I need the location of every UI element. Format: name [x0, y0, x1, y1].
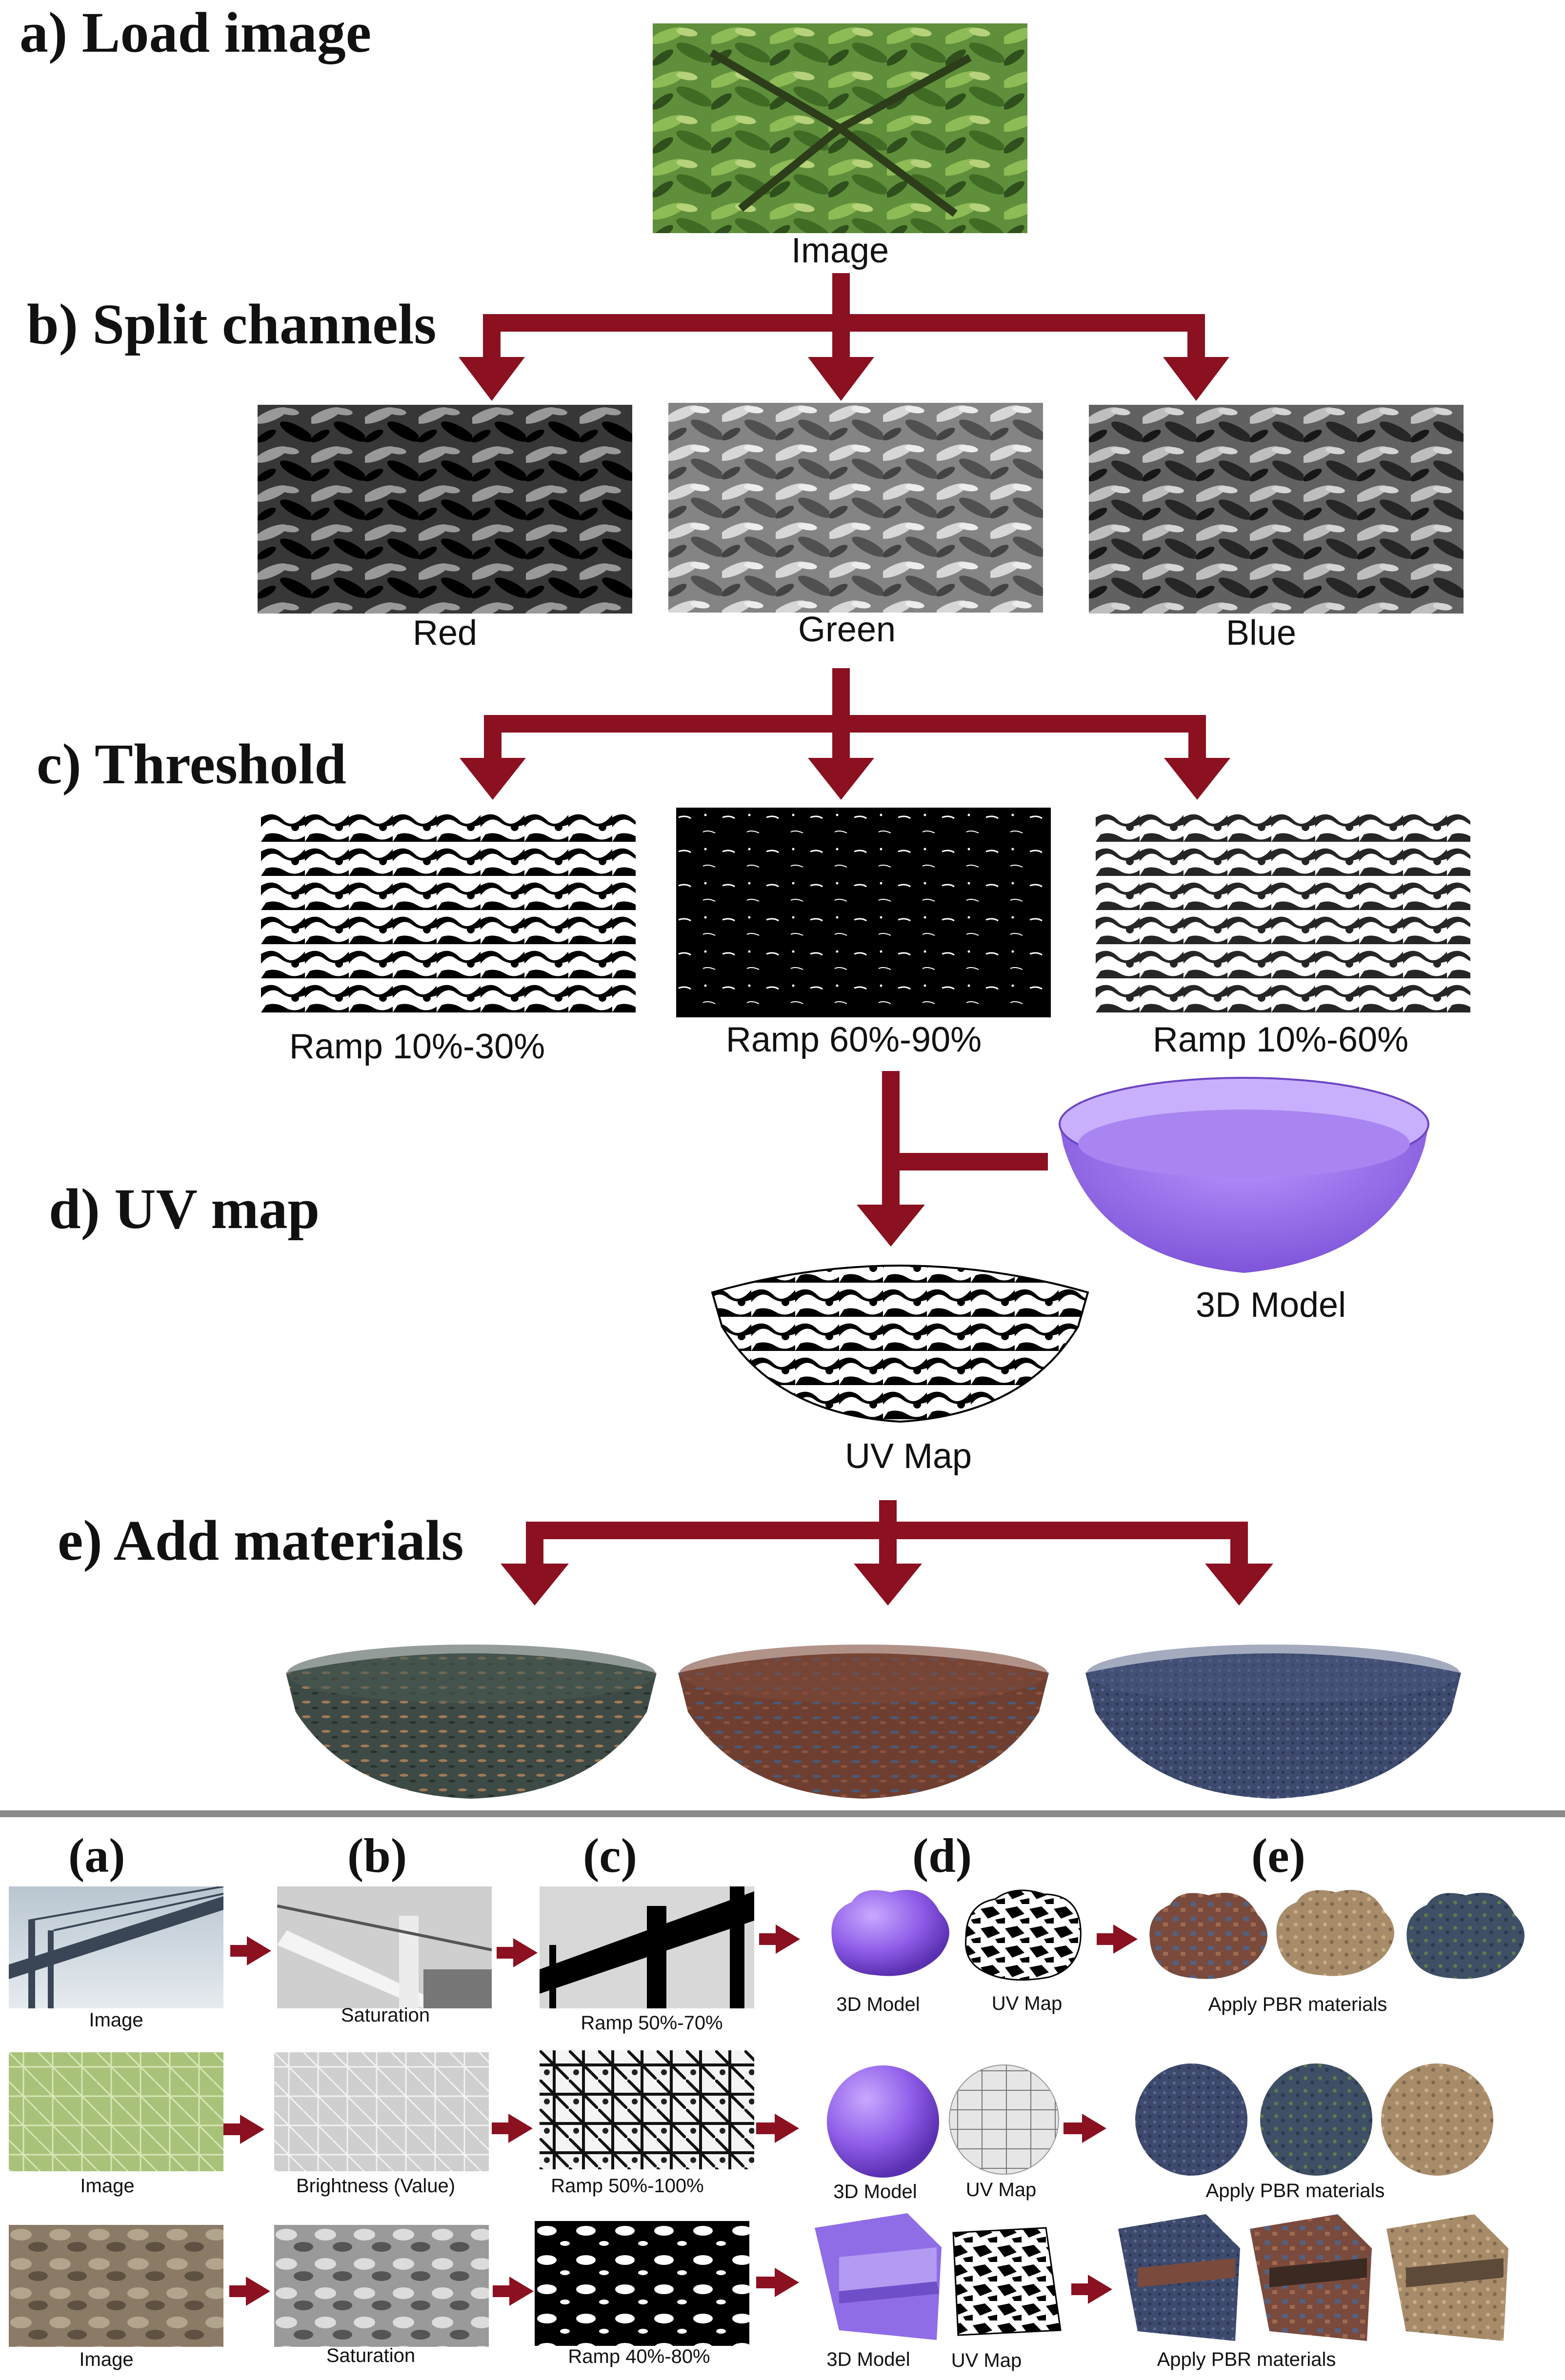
material-bowl-brown: [673, 1639, 1054, 1800]
row3-model-caption: 3D Model: [826, 2349, 910, 2370]
source-image: [653, 23, 1027, 233]
row2-model-caption: 3D Model: [833, 2181, 917, 2202]
column-head-c: (c): [583, 1828, 637, 1883]
row2-filter-image: [274, 2052, 489, 2171]
row3-uv-caption: UV Map: [951, 2350, 1022, 2371]
purple-bowl-model: [1049, 1063, 1439, 1278]
caption-uv-map: UV Map: [844, 1437, 972, 1476]
caption-ramp-10-60: Ramp 10%-60%: [1152, 1020, 1409, 1059]
caption-ramp-60-90: Ramp 60%-90%: [725, 1020, 982, 1059]
row1-ramp-caption: Ramp 50%-70%: [581, 2012, 723, 2034]
row1-model: [818, 1883, 959, 1985]
caption-blue: Blue: [1225, 614, 1297, 653]
column-head-a: (a): [68, 1828, 125, 1883]
row1-filter-image: [277, 1886, 492, 2008]
row2-material-3: [1379, 2061, 1496, 2178]
flow-arrows-top: [459, 273, 1273, 1606]
row2-ramp-caption: Ramp 50%-100%: [551, 2175, 704, 2197]
row2-image: [9, 2052, 223, 2171]
row3-image: [9, 2225, 223, 2347]
column-head-e: (e): [1251, 1828, 1305, 1883]
row3-filter-caption: Saturation: [326, 2345, 416, 2366]
caption-red: Red: [412, 614, 478, 653]
row2-uv: [945, 2061, 1063, 2178]
row1-material-3: [1393, 1885, 1534, 1988]
red-channel-image: [258, 405, 632, 614]
step-a-heading: a) Load image: [20, 0, 372, 64]
threshold-10-30-image: [261, 808, 636, 1017]
row1-uv-caption: UV Map: [991, 1993, 1063, 2014]
column-head-b: (b): [347, 1828, 407, 1883]
row3-ramp-caption: Ramp 40%-80%: [568, 2346, 710, 2367]
row2-materials-caption: Apply PBR materials: [1205, 2180, 1385, 2202]
section-divider: [0, 1810, 1565, 1817]
row2-material-1: [1133, 2061, 1250, 2178]
row1-material-2: [1263, 1883, 1404, 1985]
row3-material-1: [1113, 2209, 1245, 2346]
row3-filter-image: [274, 2225, 489, 2347]
material-bowl-green: [281, 1639, 662, 1800]
row1-ramp-image: [540, 1886, 754, 2008]
row2-filter-caption: Brightness (Value): [296, 2175, 456, 2197]
row1-image: [9, 1886, 223, 2008]
step-e-heading: e) Add materials: [58, 1508, 464, 1572]
material-bowl-blue: [1081, 1639, 1466, 1800]
blue-channel-image: [1089, 405, 1464, 614]
caption-green: Green: [798, 610, 896, 649]
row3-ramp-image: [535, 2221, 749, 2346]
row2-material-2: [1258, 2061, 1375, 2178]
threshold-60-90-image: [676, 808, 1051, 1017]
row2-model: [824, 2063, 942, 2180]
row2-ramp-image: [540, 2050, 754, 2169]
row3-uv: [948, 2223, 1065, 2340]
row1-material-1: [1136, 1885, 1277, 1988]
green-channel-image: [668, 403, 1043, 613]
flow-arrows-bottom: [223, 1924, 1138, 2306]
row3-material-3: [1382, 2209, 1513, 2346]
threshold-10-60-image: [1096, 808, 1470, 1017]
row1-model-caption: 3D Model: [836, 1994, 920, 2015]
step-d-heading: d) UV map: [49, 1177, 320, 1241]
step-c-heading: c) Threshold: [37, 732, 346, 796]
row1-materials-caption: Apply PBR materials: [1208, 1994, 1387, 2015]
uv-mapped-bowl: [707, 1249, 1093, 1424]
column-head-d: (d): [912, 1828, 972, 1883]
row2-uv-caption: UV Map: [965, 2179, 1037, 2201]
row3-material-2: [1245, 2209, 1377, 2346]
row2-image-caption: Image: [80, 2175, 135, 2197]
row1-image-caption: Image: [89, 2009, 143, 2031]
row1-uv: [956, 1884, 1088, 1987]
row1-filter-caption: Saturation: [341, 2004, 430, 2026]
caption-ramp-10-30: Ramp 10%-30%: [289, 1027, 545, 1066]
step-b-heading: b) Split channels: [27, 292, 437, 356]
row3-materials-caption: Apply PBR materials: [1157, 2349, 1336, 2370]
row3-model: [810, 2208, 946, 2345]
caption-image: Image: [791, 231, 889, 270]
caption-3d-model: 3D Model: [1195, 1286, 1346, 1325]
row3-image-caption: Image: [79, 2349, 134, 2370]
